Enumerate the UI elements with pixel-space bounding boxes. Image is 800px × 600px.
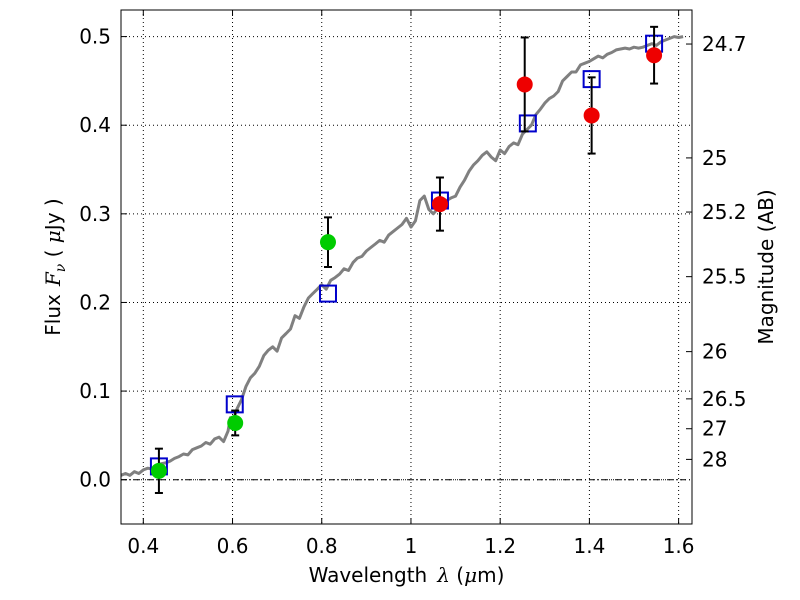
y-axis-unit-rest: Jy ) <box>41 198 65 232</box>
x-axis-mu: μ <box>464 563 477 587</box>
y-axis-label-text: Flux <box>41 294 65 336</box>
x-tick-label: 0.8 <box>306 534 338 558</box>
observed-point-optical <box>150 462 167 479</box>
right-tick-label: 26.5 <box>702 387 747 411</box>
observed-point-nir <box>646 47 663 64</box>
x-axis-label: Wavelength λ (μm) <box>309 563 505 587</box>
y-tick-label: 0.2 <box>79 290 111 314</box>
y-tick-label: 0.3 <box>79 202 111 226</box>
x-tick-label: 1.4 <box>573 534 605 558</box>
y-axis-unit-open: ( <box>41 243 65 264</box>
ticks: 0.4 0.6 0.8 1 1.2 1.4 1.6 0.0 0.1 0.2 0.3 0.4 0.5 24.… <box>79 10 747 558</box>
observed-point-optical <box>319 234 336 251</box>
observed-point-nir <box>583 107 600 124</box>
y-axis-label: Flux Fν ( μJy ) <box>41 198 69 335</box>
y-tick-label: 0.4 <box>79 113 111 137</box>
grid <box>121 10 692 524</box>
right-tick-label: 24.7 <box>702 32 747 56</box>
flux-symbol: F <box>41 271 65 287</box>
template-spectrum-line <box>120 35 684 477</box>
right-tick-label: 26 <box>702 340 727 364</box>
y-tick-label: 0.1 <box>79 379 111 403</box>
x-tick-label: 1.2 <box>484 534 516 558</box>
plot-frame <box>120 9 693 525</box>
x-tick-label: 1.6 <box>663 534 695 558</box>
right-tick-label: 28 <box>702 447 727 471</box>
right-axis-label: Magnitude (AB) <box>754 189 778 344</box>
nu-subscript: ν <box>53 263 69 272</box>
x-axis-unit-open: ( <box>450 563 464 587</box>
right-tick-label: 25 <box>702 146 727 170</box>
x-tick-label: 0.4 <box>127 534 159 558</box>
lambda-symbol: λ <box>436 563 450 587</box>
y-tick-label: 0.0 <box>79 468 111 492</box>
y-axis-mu: μ <box>41 230 65 243</box>
observed-point-optical <box>227 414 244 431</box>
x-axis-unit-rest: m) <box>477 563 504 587</box>
x-tick-label: 0.6 <box>217 534 249 558</box>
x-axis-label-text: Wavelength <box>309 563 428 587</box>
observed-points <box>150 47 663 479</box>
observed-point-nir <box>431 196 448 213</box>
model-point <box>318 284 337 303</box>
observed-point-nir <box>516 76 533 93</box>
right-tick-label: 25.5 <box>702 265 747 289</box>
x-tick-label: 1 <box>405 534 418 558</box>
right-tick-label: 27 <box>702 417 727 441</box>
y-tick-label: 0.5 <box>79 25 111 49</box>
right-tick-label: 25.2 <box>702 200 747 224</box>
